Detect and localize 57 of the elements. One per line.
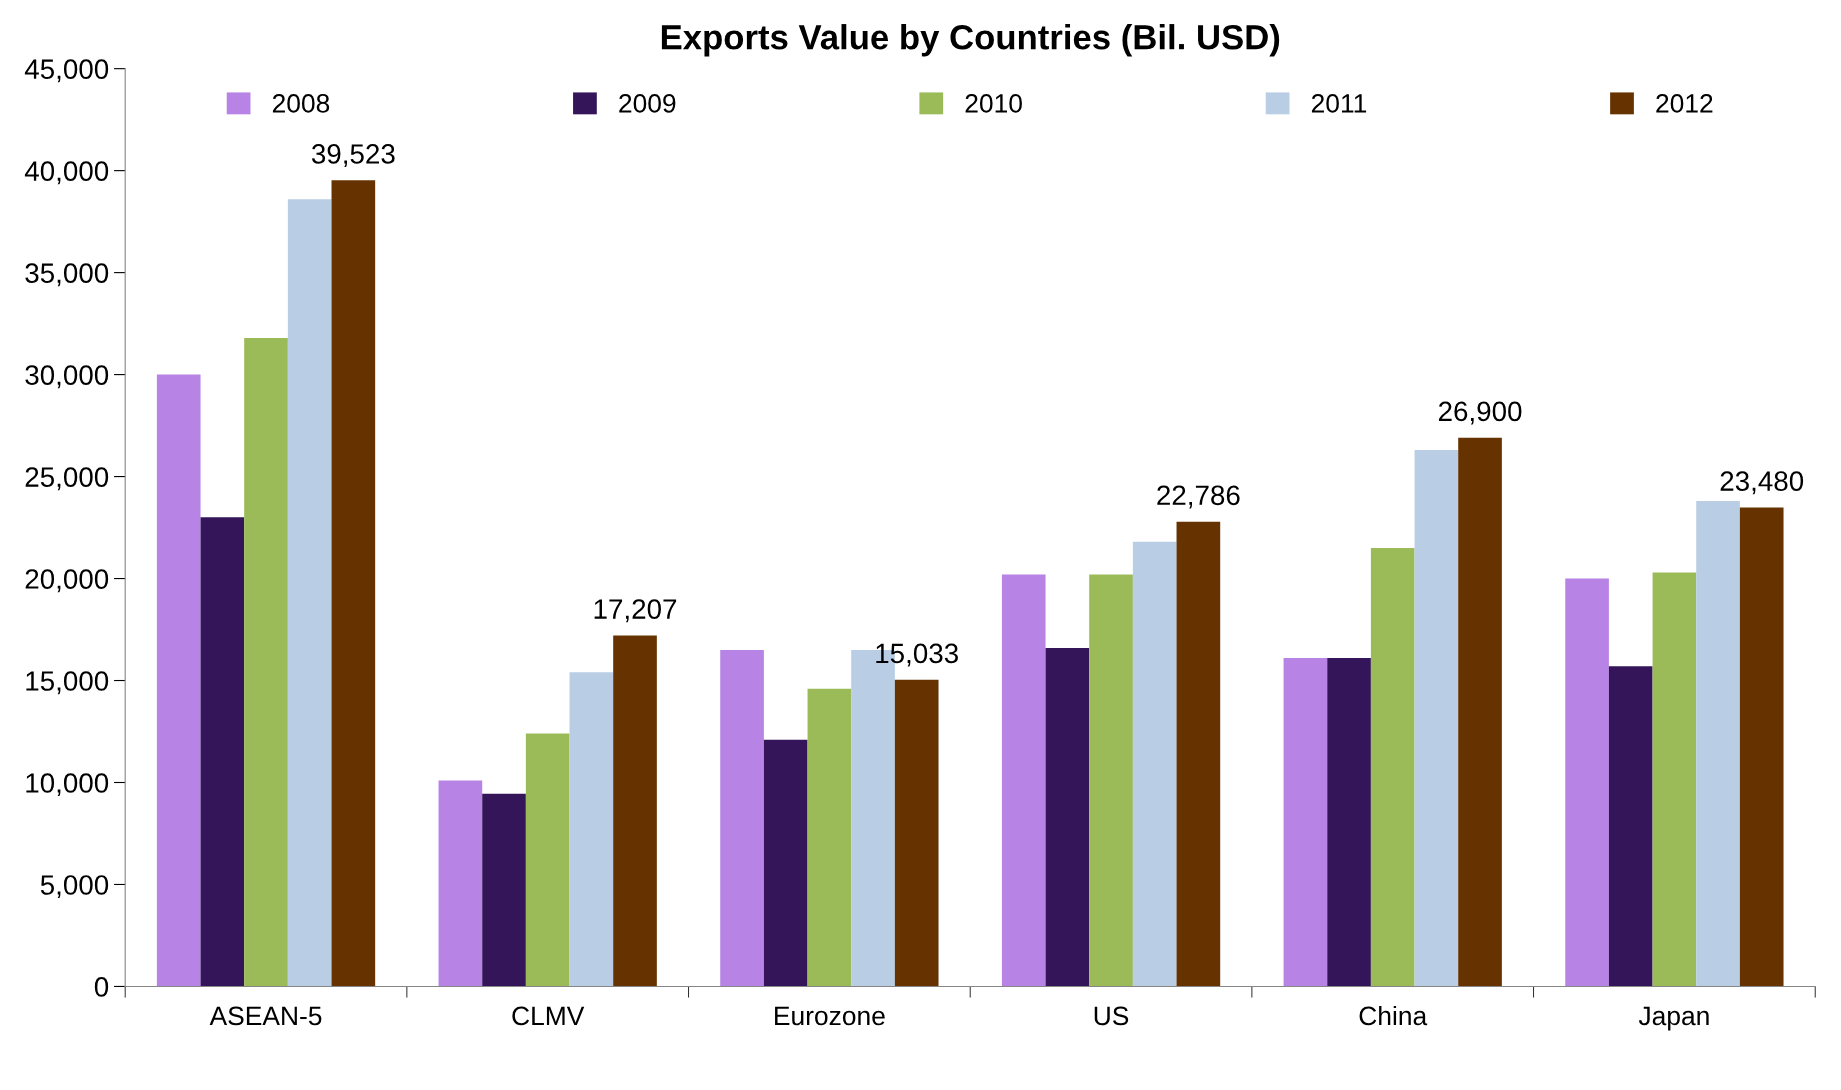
bar bbox=[438, 780, 483, 987]
bar bbox=[1283, 658, 1328, 987]
bar bbox=[244, 337, 288, 987]
legend-label: 2010 bbox=[965, 94, 1022, 113]
data-label: 26,900 bbox=[1438, 401, 1522, 425]
bar bbox=[1089, 574, 1133, 987]
y-tick-label: 20,000 bbox=[25, 569, 109, 593]
bar bbox=[1696, 501, 1740, 987]
bar bbox=[1176, 521, 1221, 987]
bar bbox=[1652, 572, 1697, 987]
bar bbox=[720, 649, 764, 987]
data-label: 17,207 bbox=[594, 599, 677, 623]
bar bbox=[807, 688, 852, 987]
bar bbox=[1132, 541, 1177, 987]
bar bbox=[763, 739, 808, 987]
bar bbox=[200, 517, 245, 987]
x-tick-label: CLMV bbox=[512, 1006, 585, 1026]
bar bbox=[1370, 547, 1415, 987]
y-tick-label: 30,000 bbox=[25, 365, 109, 389]
bar bbox=[525, 733, 570, 987]
bar bbox=[1739, 507, 1784, 987]
bar bbox=[482, 793, 526, 987]
x-tick-label: ASEAN-5 bbox=[209, 1006, 322, 1026]
y-tick-label: 45,000 bbox=[24, 59, 109, 83]
x-tick-label: Japan bbox=[1638, 1006, 1709, 1031]
bar bbox=[569, 672, 614, 987]
data-label: 15,033 bbox=[876, 643, 958, 667]
bar bbox=[331, 180, 376, 987]
bar bbox=[287, 199, 332, 987]
bar bbox=[1414, 450, 1459, 987]
bar bbox=[1045, 647, 1090, 987]
legend-label: 2011 bbox=[1311, 94, 1367, 113]
y-tick-label: 0 bbox=[94, 977, 109, 997]
bar bbox=[613, 635, 657, 987]
data-label: 22,786 bbox=[1157, 485, 1240, 509]
legend-label: 2009 bbox=[619, 94, 676, 113]
legend-label: 2008 bbox=[272, 94, 330, 113]
data-label: 23,480 bbox=[1720, 471, 1804, 495]
bar bbox=[1458, 437, 1502, 987]
x-tick-label: Eurozone bbox=[775, 1006, 885, 1026]
x-tick-label: US bbox=[1094, 1006, 1129, 1026]
y-tick-label: 25,000 bbox=[25, 467, 109, 491]
data-label: 39,523 bbox=[311, 144, 395, 168]
y-tick-label: 5,000 bbox=[40, 875, 109, 899]
legend-label: 2012 bbox=[1656, 94, 1713, 113]
y-tick-label: 15,000 bbox=[26, 671, 109, 695]
bar bbox=[894, 679, 939, 987]
chart-title: Exports Value by Countries (Bil. USD) bbox=[661, 24, 1280, 57]
bar bbox=[1001, 574, 1046, 987]
bar bbox=[156, 374, 201, 987]
bar bbox=[1565, 578, 1609, 987]
bar bbox=[1327, 658, 1371, 987]
y-tick-label: 10,000 bbox=[26, 773, 109, 797]
x-tick-label: China bbox=[1359, 1005, 1428, 1026]
y-tick-label: 40,000 bbox=[24, 161, 109, 185]
y-tick-label: 35,000 bbox=[25, 263, 109, 287]
bar bbox=[1608, 666, 1653, 987]
